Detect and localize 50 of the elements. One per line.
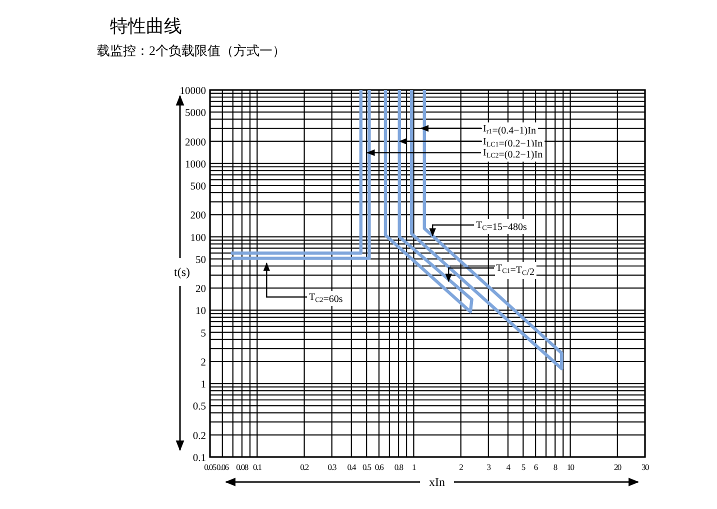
- x-axis-title: xIn: [429, 475, 445, 489]
- x-tick-label: 2: [459, 462, 464, 472]
- annotation: I$_{LC2}$=(0.2−1)In: [483, 148, 543, 161]
- x-tick-label: 0.4: [347, 462, 358, 472]
- x-tick-label: 20: [614, 462, 622, 472]
- annotation: I$_{r1}$=(0.4−1)In: [483, 123, 536, 136]
- x-tick-label: 30: [642, 462, 649, 472]
- x-tick-label: 10: [566, 462, 574, 472]
- x-tick-label: 0.1: [253, 462, 262, 472]
- annotation: T$_{C2}$=60s: [263, 262, 345, 306]
- x-tick-label: 0.6: [374, 462, 384, 472]
- y-tick-label: 10: [196, 306, 206, 318]
- x-tick-label: 0.08: [236, 462, 248, 472]
- y-tick-label: 500: [190, 181, 206, 192]
- y-tick-label: 5: [200, 328, 206, 340]
- y-tick-label: 10000: [180, 86, 206, 97]
- chart-subtitle: 载监控：2个负载限值（方式一）: [97, 43, 286, 58]
- x-tick-label: 0.8: [394, 462, 404, 472]
- annotation: T$_{C2}$=60s: [309, 292, 343, 305]
- annotation: T$_{C1}$=T$_{C}$/2: [496, 263, 534, 278]
- y-tick-label: 50: [196, 254, 206, 266]
- x-tick-label: 0.5: [362, 462, 372, 472]
- annotation: I$_{LC1}$=(0.2−1)In: [483, 136, 543, 150]
- y-tick-label: 2000: [185, 137, 206, 148]
- x-tick-label: 0.06: [216, 462, 229, 472]
- y-tick-label: 2: [200, 358, 206, 369]
- chart-title: 特性曲线: [110, 16, 182, 36]
- y-tick-label: 0.5: [192, 402, 206, 413]
- y-tick-label: 0.2: [192, 430, 206, 442]
- annotation: T$_{C}$=15−480s: [429, 219, 530, 237]
- y-tick-label: 5000: [185, 108, 206, 120]
- y-tick-label: 1000: [185, 159, 206, 170]
- y-tick-label: 0.1: [192, 453, 206, 464]
- x-tick-label: 0.3: [328, 462, 336, 472]
- x-tick-label: 4: [506, 462, 512, 472]
- y-tick-label: 100: [190, 232, 206, 244]
- x-tick-label: 6: [534, 462, 538, 472]
- y-tick-label: 1: [200, 380, 206, 391]
- y-axis-title: t(s): [174, 265, 190, 279]
- annotation: I$_{LC2}$=(0.2−1)In: [366, 146, 545, 162]
- x-tick-label: 0.2: [300, 462, 309, 472]
- annotation: T$_{C}$=15−480s: [476, 220, 528, 233]
- x-tick-label: 1: [412, 462, 416, 472]
- y-tick-label: 200: [190, 210, 206, 222]
- x-tick-label: 8: [553, 462, 558, 472]
- x-tick-label: 5: [521, 462, 526, 472]
- annotation: T$_{C1}$=T$_{C}$/2: [445, 262, 536, 282]
- y-tick-label: 20: [196, 284, 206, 296]
- x-tick-label: 0.05: [204, 462, 216, 472]
- x-tick-label: 3: [486, 462, 491, 472]
